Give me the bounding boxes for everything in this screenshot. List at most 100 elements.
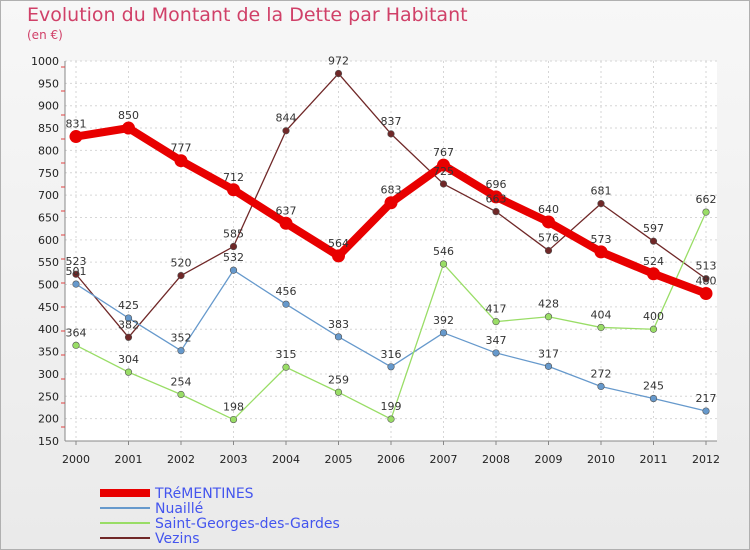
- data-label: 217: [696, 392, 717, 405]
- data-label: 712: [223, 171, 244, 184]
- data-label: 382: [118, 318, 139, 331]
- x-tick-label: 2011: [640, 453, 668, 466]
- data-label: 428: [538, 298, 559, 311]
- y-tick-label: 900: [38, 100, 59, 113]
- data-label: 513: [696, 260, 717, 273]
- data-point: [542, 215, 555, 229]
- data-point: [279, 216, 293, 230]
- data-point: [699, 286, 713, 300]
- y-tick-label: 1000: [31, 55, 59, 68]
- data-point: [387, 130, 395, 138]
- data-point: [177, 347, 185, 355]
- y-tick-label: 450: [38, 301, 59, 314]
- data-label: 392: [433, 314, 454, 327]
- y-tick-label: 850: [38, 122, 59, 135]
- data-label: 198: [223, 401, 244, 414]
- data-label: 272: [591, 367, 612, 380]
- data-point: [229, 415, 238, 424]
- y-tick-label: 550: [38, 256, 59, 269]
- y-tick-label: 750: [38, 167, 59, 180]
- data-label: 681: [591, 185, 612, 198]
- legend-label: Nuaillé: [155, 501, 203, 517]
- data-point: [72, 280, 80, 288]
- data-label: 683: [381, 184, 402, 197]
- data-point: [597, 323, 605, 332]
- data-label: 400: [643, 310, 664, 323]
- data-point: [282, 127, 290, 135]
- data-label: 546: [433, 245, 454, 258]
- data-point: [334, 333, 343, 341]
- data-label: 767: [433, 146, 454, 159]
- y-tick-label: 300: [38, 368, 59, 381]
- data-label: 837: [381, 115, 402, 128]
- data-label: 245: [643, 380, 664, 393]
- x-tick-label: 2008: [482, 453, 510, 466]
- data-label: 383: [328, 318, 349, 331]
- data-label: 417: [486, 303, 507, 316]
- y-tick-label: 250: [38, 390, 59, 403]
- data-point: [334, 69, 343, 78]
- x-tick-label: 2010: [587, 453, 615, 466]
- data-point: [72, 270, 80, 278]
- data-label: 637: [276, 204, 297, 217]
- y-tick-label: 350: [38, 346, 59, 359]
- data-point: [702, 275, 710, 283]
- data-point: [437, 158, 450, 172]
- legend-label: Vezins: [155, 531, 200, 547]
- data-label: 777: [171, 142, 192, 155]
- data-point: [597, 200, 605, 208]
- data-label: 972: [328, 55, 349, 68]
- data-label: 523: [66, 255, 87, 268]
- data-label: 663: [486, 193, 507, 206]
- x-tick-label: 2003: [220, 453, 248, 466]
- x-tick-label: 2002: [167, 453, 195, 466]
- x-tick-label: 2006: [377, 453, 405, 466]
- data-label: 696: [486, 178, 507, 191]
- data-point: [122, 121, 135, 135]
- data-label: 352: [171, 332, 192, 345]
- data-label: 520: [171, 257, 192, 270]
- data-point: [702, 208, 710, 216]
- y-tick-label: 950: [38, 77, 59, 90]
- data-point: [544, 246, 553, 255]
- data-label: 480: [696, 274, 717, 287]
- x-tick-label: 2004: [272, 453, 300, 466]
- data-point: [177, 390, 185, 399]
- axes: 150 200 250 300 350 400 450 500 550 600 650 700 750 8…: [31, 55, 720, 466]
- data-point: [124, 314, 133, 322]
- data-point: [387, 415, 395, 423]
- data-label: 585: [223, 228, 244, 241]
- data-point: [124, 368, 133, 376]
- data-point: [282, 300, 290, 308]
- data-label: 844: [276, 112, 297, 125]
- series-lines: [69, 69, 713, 424]
- data-label: 850: [118, 109, 139, 122]
- data-labels: 523 382 520 585 844 972 837 725 663 576 681 597 513 5…: [66, 55, 717, 414]
- data-point: [649, 325, 658, 333]
- data-label: 524: [643, 255, 664, 268]
- data-point: [439, 260, 448, 268]
- data-label: 573: [591, 233, 612, 246]
- data-point: [649, 237, 658, 245]
- y-tick-label: 600: [38, 234, 59, 247]
- data-point: [492, 349, 500, 357]
- y-tick-label: 500: [38, 279, 59, 292]
- legend: TRéMENTINESNuailléSaint-Georges-des-Gard…: [100, 486, 340, 547]
- y-tick-label: 700: [38, 189, 59, 202]
- data-label: 425: [118, 299, 139, 312]
- data-label: 576: [538, 232, 559, 245]
- data-point: [282, 363, 290, 371]
- data-point: [702, 407, 710, 415]
- data-label: 259: [328, 373, 349, 386]
- data-label: 254: [171, 376, 192, 389]
- x-tick-label: 2001: [115, 453, 143, 466]
- data-point: [544, 362, 553, 370]
- y-tick-label: 200: [38, 413, 59, 426]
- x-tick-label: 2000: [62, 453, 90, 466]
- data-point: [229, 242, 238, 251]
- data-label: 404: [591, 308, 612, 321]
- data-label: 640: [538, 203, 559, 216]
- x-tick-label: 2007: [430, 453, 458, 466]
- data-point: [647, 267, 660, 281]
